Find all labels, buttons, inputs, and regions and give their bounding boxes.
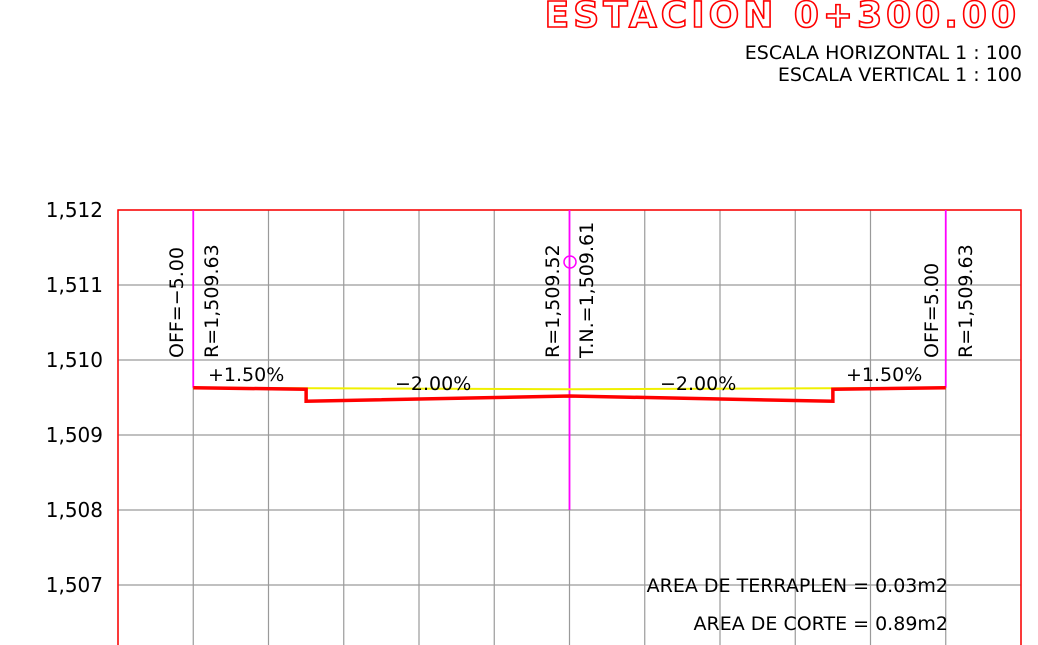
y-tick-label: 1,508 <box>46 498 103 522</box>
y-tick-label: 1,509 <box>46 423 103 447</box>
center-marker <box>563 255 577 269</box>
slope-label: −2.00% <box>660 373 736 395</box>
y-tick-label: 1,510 <box>46 348 103 372</box>
y-tick-label: 1,507 <box>46 573 103 597</box>
profile-line <box>193 386 946 404</box>
annotation: OFF=−5.00 <box>166 247 188 358</box>
slope-label: +1.50% <box>208 364 284 386</box>
slope-label: −2.00% <box>395 373 471 395</box>
y-tick-label: 1,511 <box>46 273 103 297</box>
profile-line <box>193 386 946 391</box>
annotation: R=1,509.63 <box>201 244 223 358</box>
y-tick-label: 1,512 <box>46 198 103 222</box>
slope-label: +1.50% <box>846 364 922 386</box>
subtitle: ESCALA HORIZONTAL 1 : 100 <box>745 42 1022 64</box>
area-label: AREA DE CORTE = 0.89m2 <box>694 613 948 635</box>
annotation: R=1,509.63 <box>955 244 977 358</box>
marks <box>192 210 947 510</box>
subtitle: ESCALA VERTICAL 1 : 100 <box>778 64 1022 86</box>
chart-title: ESTACION 0+300.00 <box>545 0 1020 36</box>
annotation: T.N.=1,509.61 <box>576 222 598 359</box>
area-label: AREA DE TERRAPLEN = 0.03m2 <box>647 575 948 597</box>
annotation: R=1,509.52 <box>542 244 564 358</box>
annotation: OFF=5.00 <box>921 263 943 358</box>
